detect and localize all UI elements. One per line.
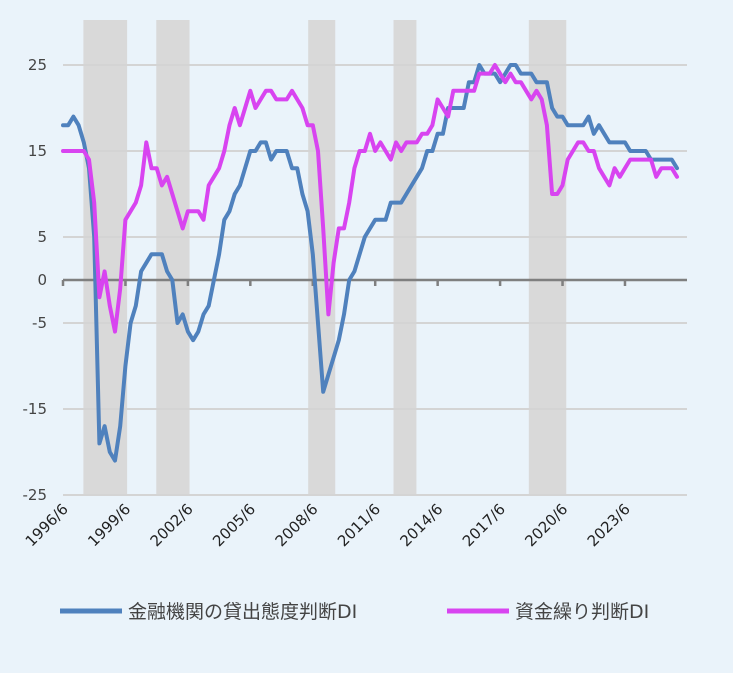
recession-band-4	[393, 20, 417, 495]
recession-shading-group	[83, 20, 567, 495]
x-tick-label: 2014/6	[396, 500, 446, 550]
y-tick-label: -25	[23, 486, 48, 504]
x-tick-label: 2002/6	[147, 500, 197, 550]
legend: 金融機関の貸出態度判断DI 資金繰り判断DI	[60, 601, 649, 623]
x-tick-label: 1999/6	[84, 500, 134, 550]
x-tick-label: 2017/6	[459, 500, 509, 550]
series-line-cash-flow	[61, 63, 679, 334]
x-tick-label: 1996/6	[22, 500, 72, 550]
y-tick-label: 0	[37, 271, 47, 289]
x-tick-label: 2005/6	[209, 500, 259, 550]
y-tick-label: 15	[28, 142, 47, 160]
legend-label-cash-flow: 資金繰り判断DI	[515, 601, 649, 623]
x-tick-label: 2008/6	[272, 500, 322, 550]
series-line-lending-attitude	[61, 63, 679, 463]
y-tick-label: -15	[23, 400, 48, 418]
y-tick-label: 25	[28, 56, 47, 74]
legend-label-lending-attitude: 金融機関の貸出態度判断DI	[128, 601, 357, 623]
gridlines-group: 25 15 5 0 -5 -15 -25	[23, 56, 687, 504]
x-tick-label: 2011/6	[334, 500, 384, 550]
y-tick-label: -5	[32, 314, 47, 332]
recession-band-5	[528, 20, 567, 495]
y-tick-label: 5	[37, 228, 47, 246]
x-tick-label: 2023/6	[584, 500, 634, 550]
series-lines-group	[61, 63, 679, 463]
x-tick-label: 2020/6	[521, 500, 571, 550]
